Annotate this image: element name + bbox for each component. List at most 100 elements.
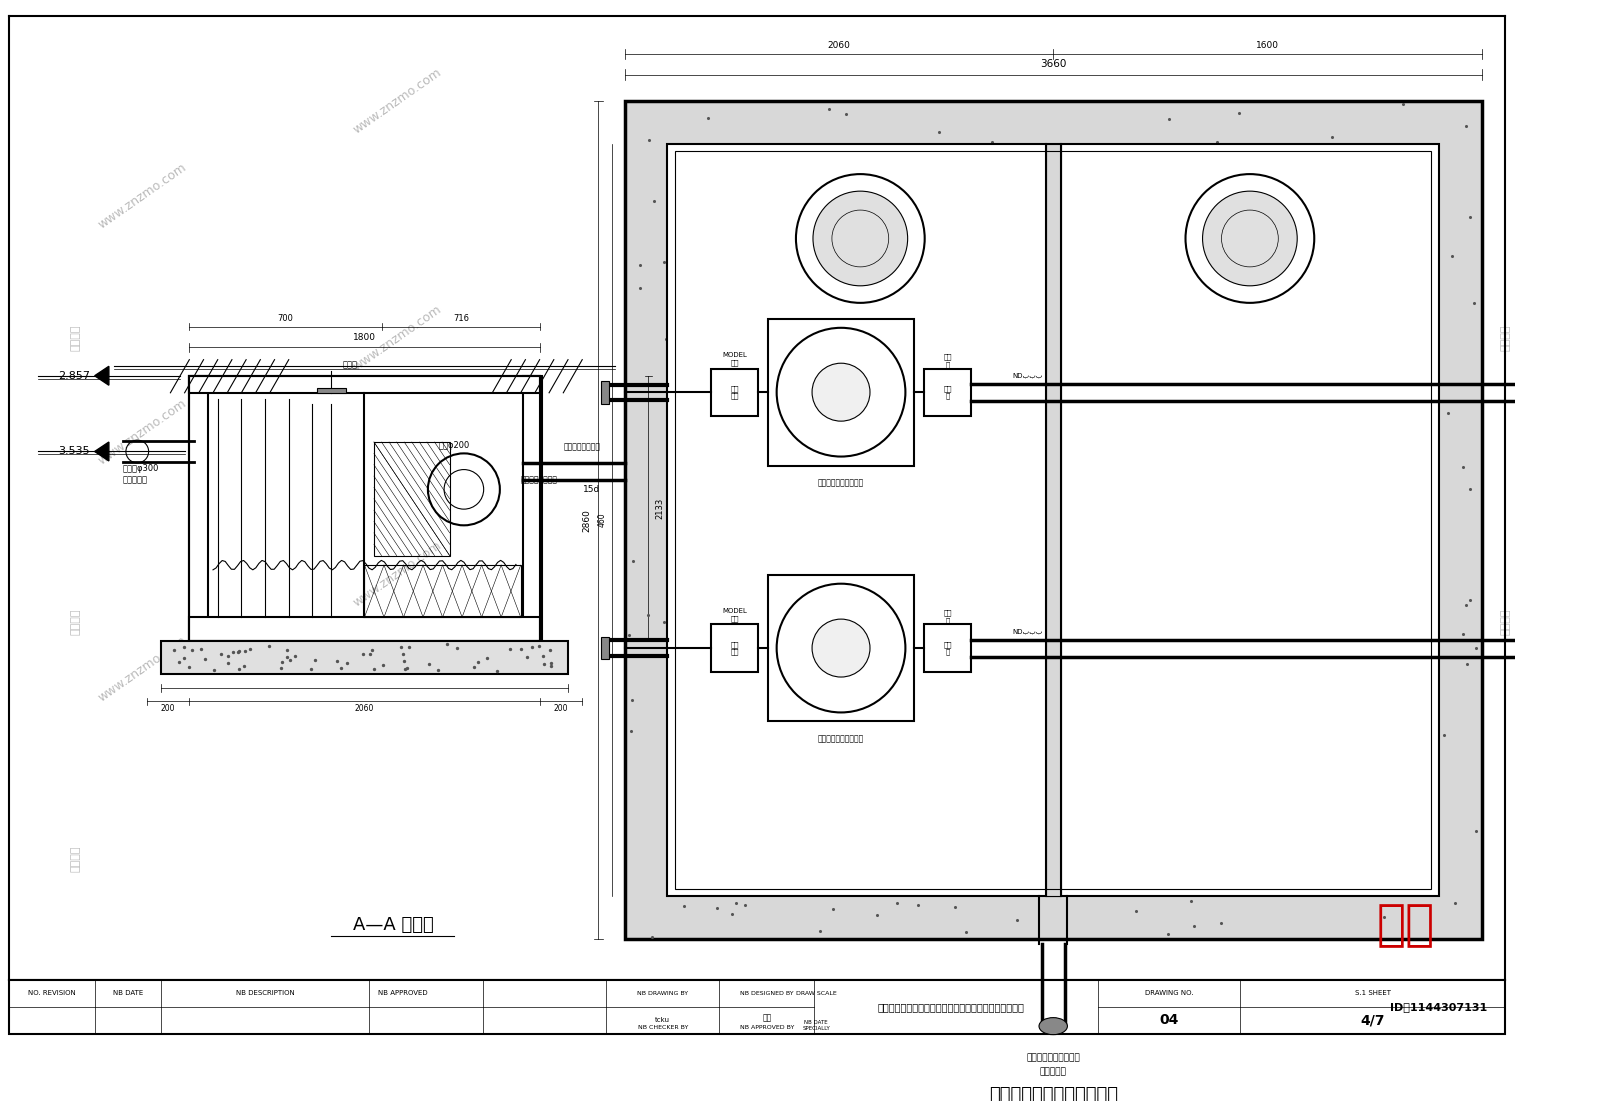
Point [498,641,523,658]
Point [621,552,646,569]
Text: 3.535: 3.535 [58,447,90,457]
Point [1205,133,1230,151]
Text: 知末: 知末 [1376,901,1435,949]
Point [483,662,509,679]
Point [651,613,677,631]
Text: 4/7: 4/7 [1360,1013,1386,1027]
Point [360,642,386,659]
Text: www.znzmo.com: www.znzmo.com [350,303,445,373]
Point [654,492,680,510]
Point [638,928,664,946]
Text: 04: 04 [1160,1013,1179,1027]
Point [637,131,662,149]
Point [269,659,294,677]
Point [226,642,251,659]
Point [390,653,416,671]
Text: NB DRAWING BY: NB DRAWING BY [637,991,688,995]
Text: NB CHECKER BY: NB CHECKER BY [637,1025,688,1031]
Point [389,637,414,655]
Text: 1800: 1800 [354,334,376,342]
Text: 200: 200 [160,705,176,713]
Point [1458,591,1483,609]
Point [192,651,218,668]
Point [979,133,1005,151]
Text: 口径
阀: 口径 阀 [944,610,952,624]
Point [299,661,325,678]
Point [942,898,968,916]
Point [1461,294,1486,312]
Point [1178,892,1203,909]
Point [1451,625,1477,643]
Point [328,659,354,677]
Circle shape [813,363,870,422]
Text: NB APPROVED: NB APPROVED [378,990,427,996]
Point [179,642,205,659]
Point [171,637,197,655]
Bar [189,375,539,641]
Point [474,648,499,666]
Text: www.znzmo.com: www.znzmo.com [664,161,757,231]
Text: 口径
阀: 口径 阀 [944,385,952,400]
Point [816,100,842,118]
Point [443,640,469,657]
Point [370,656,395,674]
Text: 口径
进水: 口径 进水 [730,641,739,655]
Point [189,641,214,658]
Text: NB DATE
SPECIALLY: NB DATE SPECIALLY [802,1021,830,1032]
Text: 知末网网: 知末网网 [1501,609,1510,635]
Point [1454,655,1480,673]
Point [397,639,422,656]
Point [1453,118,1478,135]
Bar [523,375,541,641]
Point [325,653,350,671]
Bar [602,381,608,404]
Point [538,641,563,658]
Bar [626,101,1482,939]
Text: NB DESIGNED BY: NB DESIGNED BY [741,991,794,995]
Text: 200: 200 [554,705,568,713]
Text: 馨渗水智能控制器装置: 馨渗水智能控制器装置 [1026,1053,1080,1061]
Text: S.1 SHEET: S.1 SHEET [1355,990,1390,996]
Point [226,643,251,661]
Text: 知末网网: 知末网网 [70,325,80,351]
Point [696,109,722,127]
Text: 雨水排涝槽平面尼寸配置图: 雨水排涝槽平面尼寸配置图 [989,1087,1118,1101]
Point [334,654,360,672]
Text: 水泵φ200: 水泵φ200 [438,442,470,450]
Text: 幕平面储量: 幕平面储量 [1040,1067,1067,1076]
Text: 知末网网: 知末网网 [70,609,80,635]
Point [1432,726,1458,743]
Circle shape [1203,192,1298,286]
Point [731,896,757,914]
Point [808,922,834,939]
Bar [768,319,914,466]
Text: 离心式雨水提升泵: 离心式雨水提升泵 [520,476,558,484]
Text: www.znzmo.com: www.znzmo.com [947,397,1040,468]
Point [926,122,952,140]
Point [221,643,246,661]
Point [1462,639,1488,656]
Bar [602,636,608,659]
Point [627,280,653,297]
Bar [10,980,1506,1034]
Circle shape [813,192,907,286]
Text: DRAWING NO.: DRAWING NO. [1146,990,1194,996]
Bar [923,369,971,416]
Point [162,641,187,658]
Bar [374,442,450,556]
Point [531,655,557,673]
Point [1371,908,1397,926]
Point [651,253,677,271]
Point [720,905,746,923]
Text: 700: 700 [278,315,294,324]
Point [395,659,421,677]
Text: www.znzmo.com: www.znzmo.com [96,397,189,468]
Point [821,900,846,917]
Text: www.znzmo.com: www.znzmo.com [96,161,189,231]
Text: 2060: 2060 [355,705,374,713]
Point [1442,894,1467,912]
Text: 口径
进水: 口径 进水 [730,385,739,400]
Point [274,648,299,666]
Text: NB DESCRIPTION: NB DESCRIPTION [235,990,294,996]
Text: 口径
阀: 口径 阀 [944,353,952,368]
